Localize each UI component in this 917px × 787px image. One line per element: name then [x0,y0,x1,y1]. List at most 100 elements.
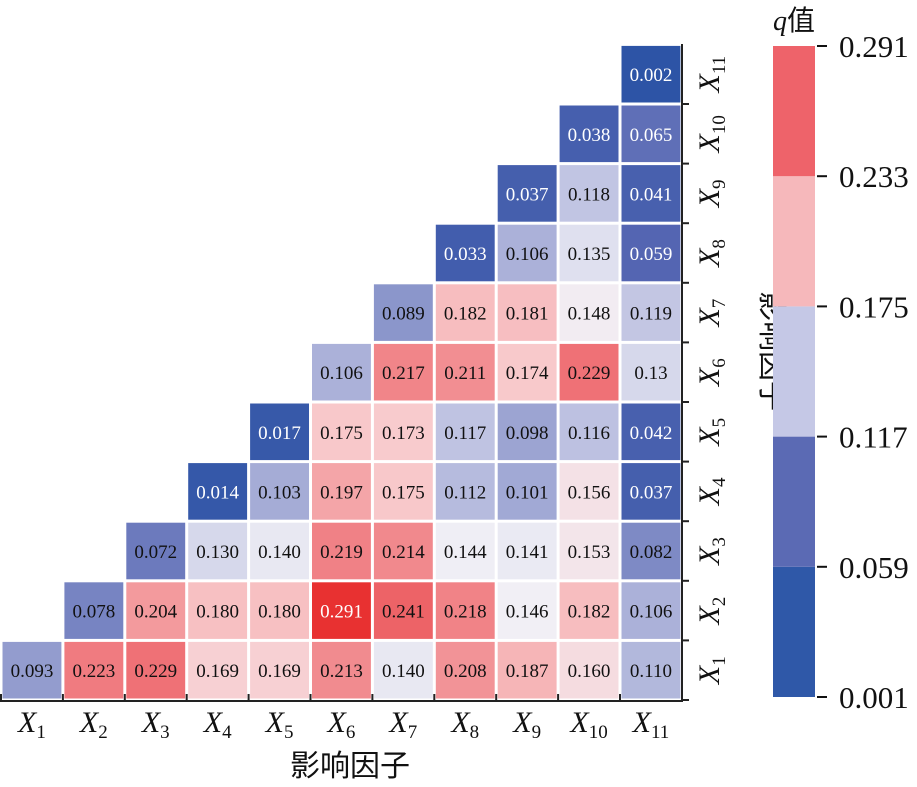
y-tick-label: X7 [693,299,730,328]
cell-value-label: 0.180 [196,602,239,623]
colorbar-tick-label: 0.233 [839,159,909,194]
cell-value-label: 0.041 [630,184,673,205]
x-tick-label: X1 [17,706,46,743]
x-tick-label: X5 [265,706,294,743]
cell-value-label: 0.117 [444,423,486,444]
heatmap-cell [250,582,309,639]
colorbar-band [773,566,815,697]
heatmap-cell [435,343,495,401]
heatmap-cell [312,641,371,699]
heatmap-cell [312,403,371,461]
heatmap-cell [559,284,619,341]
y-tick-label: X5 [693,418,730,447]
cell-value-label: 0.144 [444,542,487,563]
heatmap-cell [435,641,495,699]
cell-value-label: 0.182 [444,304,487,325]
y-tick-label: X1 [693,656,730,685]
heatmap-cell [435,582,495,639]
cell-value-label: 0.119 [630,304,672,325]
colorbar-title: q值 [773,5,815,37]
cell-value-label: 0.182 [568,602,611,623]
cell-value-label: 0.174 [506,363,549,384]
y-tick-label: X6 [693,358,730,387]
cell-value-label: 0.014 [196,482,239,503]
colorbar-band [773,176,815,307]
heatmap-cell [188,522,248,580]
y-tick-label: X2 [693,597,730,626]
cell-value-label: 0.208 [444,661,487,682]
cell-value-label: 0.213 [320,661,363,682]
cell-value-label: 0.130 [196,542,239,563]
cell-value-label: 0.187 [506,661,549,682]
cell-value-label: 0.042 [630,423,673,444]
cell-value-label: 0.214 [382,542,425,563]
colorbar-tick-label: 0.175 [839,289,909,324]
heatmap-cell [621,105,681,163]
heatmap-cell [497,641,557,699]
heatmap-cell [373,582,433,639]
cell-value-label: 0.197 [320,482,363,503]
y-tick-label: X10 [693,115,730,153]
heatmap-cell [188,641,248,699]
heatmap-cell [559,522,619,580]
heatmap-cell [621,45,681,103]
cell-value-label: 0.211 [444,363,486,384]
cell-value-label: 0.110 [630,661,672,682]
heatmap-cell [559,403,619,461]
cell-value-label: 0.118 [568,184,610,205]
cell-value-label: 0.160 [568,661,611,682]
heatmap-cell [435,224,495,282]
heatmap-cell [497,522,557,580]
cell-value-label: 0.065 [630,125,673,146]
cell-value-label: 0.219 [320,542,363,563]
cell-value-label: 0.037 [506,184,549,205]
cell-value-label: 0.106 [630,602,673,623]
cell-value-label: 0.098 [506,423,549,444]
x-tick-label: X11 [632,706,670,743]
cell-value-label: 0.106 [506,244,549,265]
cell-value-label: 0.017 [258,423,301,444]
cell-value-label: 0.141 [506,542,549,563]
heatmap-cell [373,463,433,520]
cell-value-label: 0.169 [258,661,301,682]
colorbar-band [773,436,815,567]
heatmap-cell [559,105,619,163]
colorbar-tick-label: 0.001 [839,680,909,715]
cell-value-label: 0.146 [506,602,549,623]
x-tick-label: X10 [569,706,607,743]
heatmap-cell [126,641,186,699]
colorbar-tick-label: 0.059 [839,550,909,585]
cell-value-label: 0.089 [382,304,425,325]
x-tick-label: X2 [79,706,108,743]
heatmap-cell [497,343,557,401]
heatmap-cell [621,582,681,639]
heatmap-cell [559,343,619,401]
heatmap-cell [250,641,309,699]
y-tick-label: X11 [693,56,730,94]
cell-value-label: 0.13 [634,363,667,384]
heatmap-cell [621,343,681,401]
cell-value-label: 0.101 [506,482,549,503]
heatmap-cell [621,165,681,222]
heatmap-cell [559,224,619,282]
x-tick-label: X9 [512,706,541,743]
cell-value-label: 0.229 [568,363,611,384]
colorbar-band [773,46,815,177]
cell-value-label: 0.204 [134,602,177,623]
cell-value-label: 0.175 [382,482,425,503]
cell-value-label: 0.002 [630,65,673,86]
colorbar-band [773,306,815,437]
heatmap-cell [312,522,371,580]
colorbar-tick-label: 0.291 [839,29,909,64]
heatmap-cell [497,582,557,639]
cell-value-label: 0.180 [258,602,301,623]
heatmap-cell [497,284,557,341]
cell-value-label: 0.059 [630,244,673,265]
y-tick-label: X9 [693,179,730,208]
cell-value-label: 0.135 [568,244,611,265]
heatmap-cell [621,224,681,282]
x-axis-title: 影响因子 [290,750,410,783]
cell-value-label: 0.037 [630,482,673,503]
cell-value-label: 0.148 [568,304,611,325]
